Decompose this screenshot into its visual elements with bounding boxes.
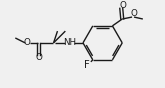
- Text: F: F: [84, 60, 90, 70]
- Text: O: O: [24, 38, 31, 47]
- Text: NH: NH: [63, 38, 76, 47]
- Text: O: O: [35, 53, 42, 62]
- Text: O: O: [131, 9, 137, 18]
- Text: O: O: [120, 1, 127, 10]
